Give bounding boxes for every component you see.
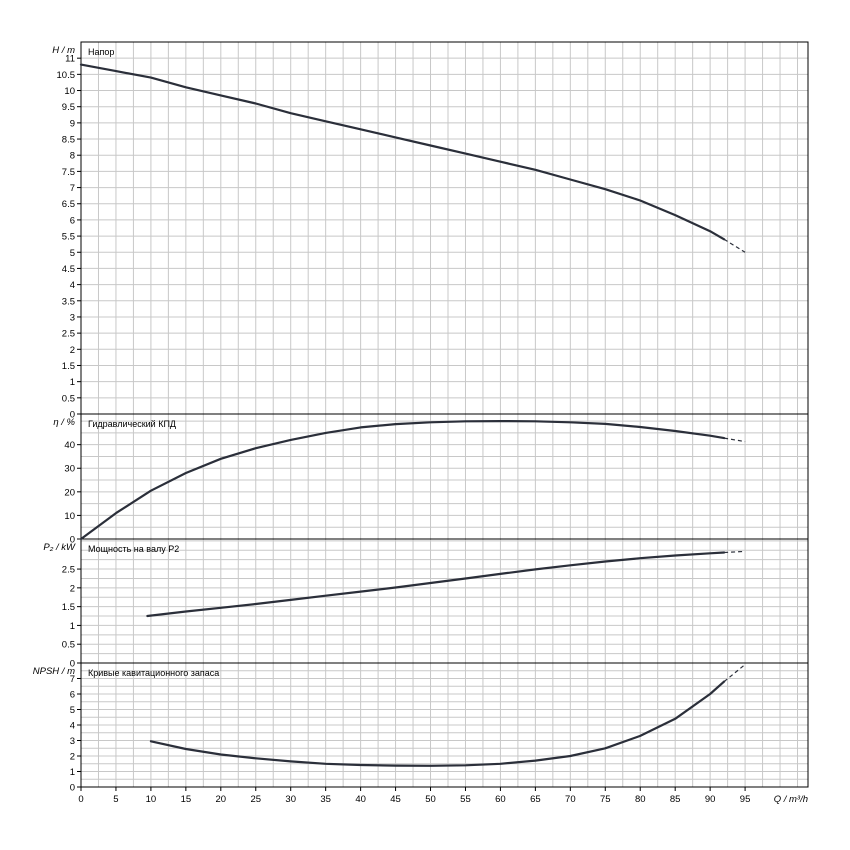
- y-tick-label: 7: [70, 183, 75, 194]
- y-tick-label: 6.5: [62, 199, 75, 210]
- y-tick-label: 11: [65, 54, 75, 65]
- curve-npsh: [149, 680, 726, 767]
- y-tick-label: 0: [70, 783, 75, 794]
- y-tick-label: 4: [70, 280, 75, 291]
- x-axis-label: Q / m³/h: [774, 794, 808, 805]
- panel-frame-head: [80, 41, 809, 415]
- y-axis-label-head: H / m: [52, 45, 75, 56]
- y-tick-label: 1: [70, 767, 75, 778]
- y-tick-label: 10: [64, 86, 75, 97]
- x-tick-label: 5: [113, 794, 118, 805]
- curve-power: [146, 551, 726, 618]
- y-tick-label: 6: [70, 690, 75, 701]
- y-tick-label: 2.5: [62, 565, 75, 576]
- x-tick-label: 20: [216, 794, 227, 805]
- y-tick-label: 3: [70, 312, 75, 323]
- x-tick-label: 35: [320, 794, 331, 805]
- x-tick-label: 75: [600, 794, 611, 805]
- y-tick-label: 40: [64, 440, 75, 451]
- y-tick-label: 2: [70, 583, 75, 594]
- panel-title-efficiency: Гидравлический КПД: [88, 419, 176, 429]
- y-tick-label: 4.5: [62, 264, 75, 275]
- x-tick-label: 50: [425, 794, 436, 805]
- x-tick-label: 65: [530, 794, 541, 805]
- y-tick-label: 2: [70, 345, 75, 356]
- y-axis-label-power: P₂ / kW: [43, 542, 76, 553]
- x-tick-label: 30: [285, 794, 296, 805]
- x-tick-label: 0: [78, 794, 83, 805]
- y-tick-label: 6: [70, 215, 75, 226]
- y-tick-label: 1.5: [62, 361, 75, 372]
- y-tick-label: 1: [70, 377, 75, 388]
- y-tick-label: 9.5: [62, 102, 75, 113]
- x-tick-label: 70: [565, 794, 576, 805]
- x-tick-label: 10: [146, 794, 157, 805]
- y-axis-label-npsh: NPSH / m: [33, 666, 75, 677]
- y-tick-label: 10.5: [57, 70, 76, 81]
- y-tick-label: 8: [70, 151, 75, 162]
- x-tick-label: 15: [181, 794, 192, 805]
- curve-extrapolation-npsh: [723, 664, 746, 683]
- y-tick-label: 30: [64, 464, 75, 475]
- y-tick-label: 0: [70, 410, 75, 421]
- panel-title-power: Мощность на валу P2: [88, 544, 179, 554]
- x-tick-label: 45: [390, 794, 401, 805]
- x-tick-label: 90: [705, 794, 716, 805]
- y-axis-label-efficiency: η / %: [53, 417, 75, 428]
- panel-title-npsh: Кривые кавитационного запаса: [88, 668, 219, 678]
- y-tick-label: 2.5: [62, 329, 75, 340]
- y-tick-label: 3: [70, 736, 75, 747]
- y-tick-label: 0.5: [62, 393, 75, 404]
- y-tick-label: 0: [70, 535, 75, 546]
- y-tick-label: 20: [64, 487, 75, 498]
- y-tick-label: 0: [70, 659, 75, 670]
- x-tick-label: 80: [635, 794, 646, 805]
- curve-extrapolation-efficiency: [724, 437, 746, 443]
- x-tick-label: 85: [670, 794, 681, 805]
- x-tick-label: 25: [250, 794, 261, 805]
- curve-efficiency: [79, 420, 726, 541]
- x-tick-label: 55: [460, 794, 471, 805]
- y-tick-label: 2: [70, 752, 75, 763]
- y-tick-label: 1: [70, 621, 75, 632]
- x-tick-label: 60: [495, 794, 506, 805]
- y-tick-label: 1.5: [62, 602, 75, 613]
- y-tick-label: 10: [64, 511, 75, 522]
- y-tick-label: 3.5: [62, 296, 75, 307]
- labels: 0 0.5 1 1.5 2 2.5 3 3.5 4 4.5 5 5.5 6 6.5 7 7.5 8 8.5 9 9.5…: [33, 45, 808, 805]
- y-tick-label: 0.5: [62, 640, 75, 651]
- y-tick-label: 9: [70, 118, 75, 129]
- curve-extrapolation-power: [724, 550, 746, 554]
- x-tick-label: 40: [355, 794, 366, 805]
- x-tick-label: 95: [740, 794, 751, 805]
- plot-frame: [77, 41, 809, 791]
- curve-head: [79, 63, 726, 241]
- y-tick-label: 5.5: [62, 232, 75, 243]
- y-tick-label: 5: [70, 705, 75, 716]
- y-tick-label: 7.5: [62, 167, 75, 178]
- panel-title-head: Напор: [88, 47, 114, 57]
- curves: [79, 63, 746, 767]
- y-tick-label: 5: [70, 248, 75, 259]
- y-tick-label: 8.5: [62, 135, 75, 146]
- y-tick-label: 4: [70, 721, 75, 732]
- y-tick-label: 7: [70, 674, 75, 685]
